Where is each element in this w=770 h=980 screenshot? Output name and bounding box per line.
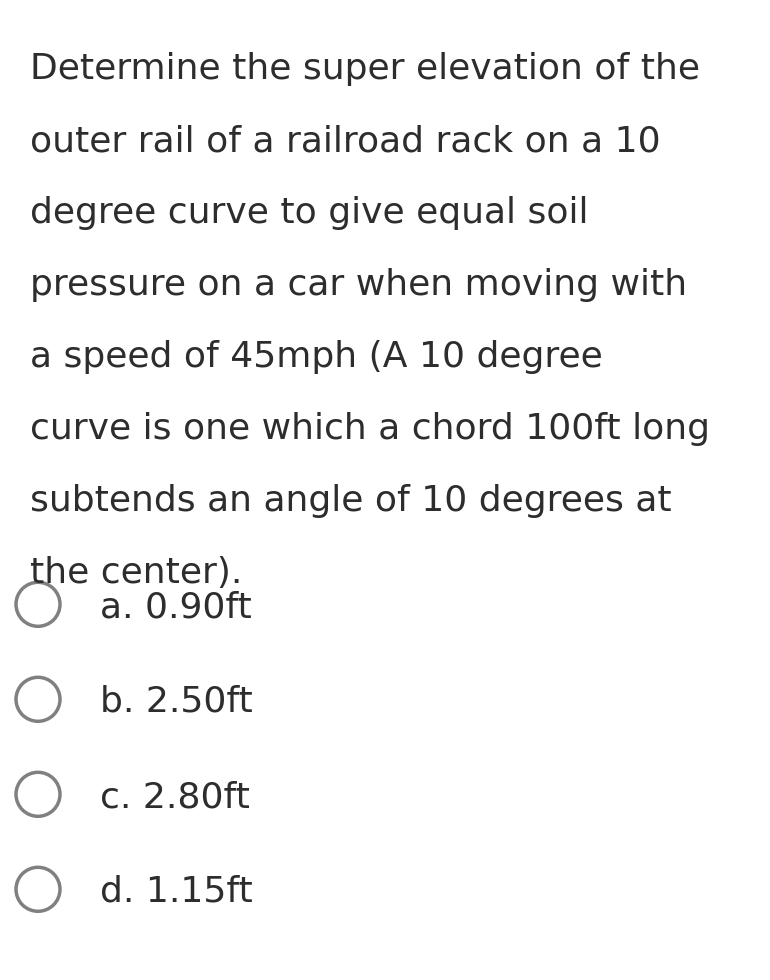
Text: a. 0.90ft: a. 0.90ft	[100, 590, 252, 624]
Text: pressure on a car when moving with: pressure on a car when moving with	[30, 268, 687, 302]
Text: b. 2.50ft: b. 2.50ft	[100, 685, 253, 719]
Text: c. 2.80ft: c. 2.80ft	[100, 780, 250, 814]
Text: Determine the super elevation of the: Determine the super elevation of the	[30, 52, 700, 86]
Text: subtends an angle of 10 degrees at: subtends an angle of 10 degrees at	[30, 484, 671, 518]
Text: curve is one which a chord 100ft long: curve is one which a chord 100ft long	[30, 412, 710, 446]
Text: d. 1.15ft: d. 1.15ft	[100, 875, 253, 909]
Text: degree curve to give equal soil: degree curve to give equal soil	[30, 196, 588, 230]
Text: outer rail of a railroad rack on a 10: outer rail of a railroad rack on a 10	[30, 124, 661, 158]
Text: the center).: the center).	[30, 556, 243, 590]
Text: a speed of 45mph (A 10 degree: a speed of 45mph (A 10 degree	[30, 340, 603, 374]
